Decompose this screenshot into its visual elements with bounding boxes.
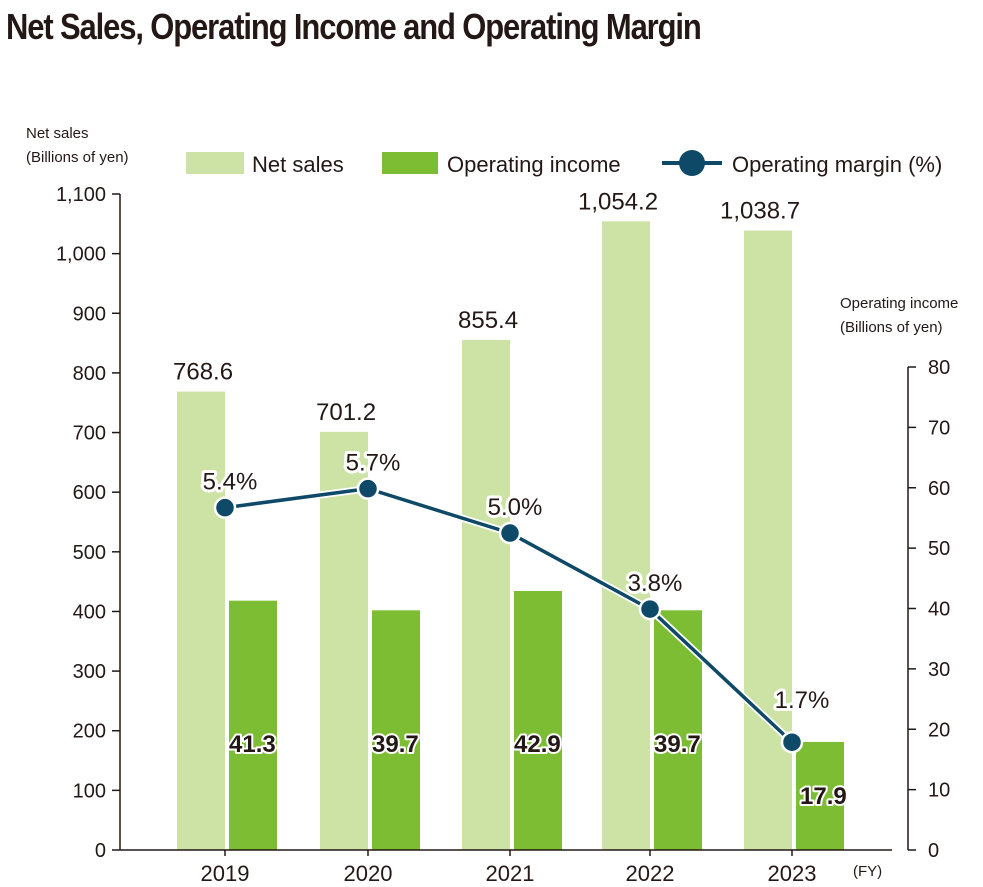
right-axis-tick-label: 80 xyxy=(928,357,950,379)
right-axis-tick-label: 40 xyxy=(928,599,950,621)
chart-title: Net Sales, Operating Income and Operatin… xyxy=(6,6,702,47)
left-axis-label: Net sales xyxy=(26,125,89,142)
net-sales-bar xyxy=(320,431,368,850)
operating-income-bar xyxy=(229,600,277,850)
x-axis-tick-label: 2021 xyxy=(486,861,535,886)
x-axis-tick-label: 2019 xyxy=(201,861,250,886)
right-axis-label: (Billions of yen) xyxy=(840,319,943,336)
net-sales-value-label: 1,054.2 xyxy=(578,188,658,215)
operating-income-bar xyxy=(372,610,420,850)
operating-margin-value-label: 3.8% xyxy=(628,570,683,597)
left-axis-tick-label: 1,000 xyxy=(56,244,106,266)
right-axis-tick-label: 10 xyxy=(928,780,950,802)
x-axis-unit-label: (FY) xyxy=(853,863,882,880)
right-axis-tick-label: 60 xyxy=(928,478,950,500)
left-axis-label: (Billions of yen) xyxy=(26,149,129,166)
net-sales-value-label: 768.6 xyxy=(173,359,233,386)
legend-label-operating-margin: Operating margin (%) xyxy=(732,152,942,177)
left-axis-tick-label: 600 xyxy=(73,482,106,504)
x-axis-tick-label: 2020 xyxy=(344,861,393,886)
operating-margin-value-label: 5.4% xyxy=(203,469,258,496)
legend-swatch-operating-income xyxy=(382,152,438,174)
operating-income-value-label: 39.7 xyxy=(654,731,701,758)
legend-marker-operating-margin xyxy=(679,150,705,176)
net-sales-value-label: 855.4 xyxy=(458,307,518,334)
operating-margin-value-label: 1.7% xyxy=(775,687,830,714)
left-axis-tick-label: 300 xyxy=(73,661,106,683)
operating-margin-marker xyxy=(780,730,804,754)
x-axis-tick-label: 2023 xyxy=(768,861,817,886)
right-axis-tick-label: 0 xyxy=(928,840,939,862)
left-axis-tick-label: 800 xyxy=(73,363,106,385)
right-axis-tick-label: 70 xyxy=(928,417,950,439)
left-axis-tick-label: 400 xyxy=(73,601,106,623)
net-sales-bar xyxy=(462,339,510,850)
left-axis-tick-label: 1,100 xyxy=(56,184,106,206)
net-sales-value-label: 701.2 xyxy=(316,399,376,426)
operating-income-value-label: 39.7 xyxy=(372,731,419,758)
operating-margin-marker xyxy=(638,597,662,621)
operating-income-bar xyxy=(796,741,844,850)
operating-margin-marker xyxy=(498,521,522,545)
left-axis-tick-label: 0 xyxy=(95,840,106,862)
left-axis-tick-label: 700 xyxy=(73,423,106,445)
right-axis-tick-label: 50 xyxy=(928,538,950,560)
x-axis-tick-label: 2022 xyxy=(626,861,675,886)
right-axis-tick-label: 30 xyxy=(928,659,950,681)
operating-margin-value-label: 5.0% xyxy=(488,494,543,521)
operating-margin-marker xyxy=(213,496,237,519)
left-axis-tick-label: 900 xyxy=(73,303,106,325)
operating-income-value-label: 42.9 xyxy=(514,731,561,758)
net-sales-bar xyxy=(744,230,792,850)
operating-margin-marker xyxy=(356,477,380,500)
right-axis-label: Operating income xyxy=(840,295,958,312)
operating-income-value-label: 17.9 xyxy=(800,783,847,810)
operating-margin-value-label: 5.7% xyxy=(346,450,401,477)
legend-swatch-net-sales xyxy=(186,152,244,174)
left-axis-tick-label: 100 xyxy=(73,780,106,802)
net-sales-value-label: 1,038.7 xyxy=(720,198,800,225)
legend-label-net-sales: Net sales xyxy=(252,152,344,177)
operating-income-bar xyxy=(514,590,562,850)
operating-income-value-label: 41.3 xyxy=(229,731,276,758)
left-axis-tick-label: 200 xyxy=(73,721,106,743)
legend-label-operating-income: Operating income xyxy=(447,152,621,177)
left-axis-tick-label: 500 xyxy=(73,542,106,564)
net-sales-bar xyxy=(177,391,225,850)
right-axis-tick-label: 20 xyxy=(928,719,950,741)
net-sales-bar xyxy=(602,221,650,850)
